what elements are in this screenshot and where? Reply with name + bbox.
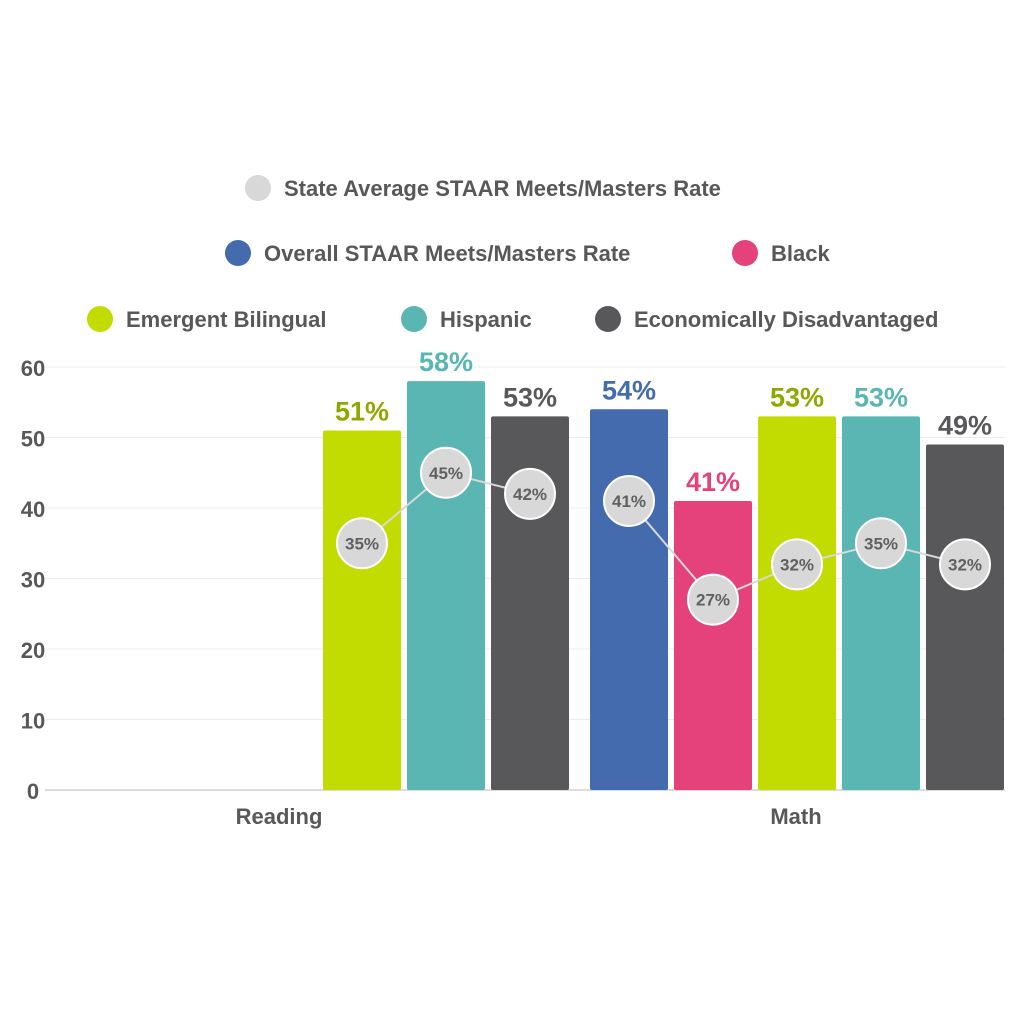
x-tick-label: Math bbox=[770, 804, 821, 829]
legend-swatch-icon bbox=[595, 306, 621, 332]
bar bbox=[926, 444, 1004, 790]
legend-item: State Average STAAR Meets/Masters Rate bbox=[245, 175, 721, 201]
legend-swatch-icon bbox=[732, 240, 758, 266]
legend-item: Economically Disadvantaged bbox=[595, 306, 938, 332]
x-tick-label: Reading bbox=[236, 804, 323, 829]
legend-label: State Average STAAR Meets/Masters Rate bbox=[284, 176, 721, 201]
bar bbox=[842, 416, 920, 790]
bar-data-label: 58% bbox=[419, 347, 473, 377]
legend-item: Black bbox=[732, 240, 830, 266]
legend-item: Hispanic bbox=[401, 306, 532, 332]
legend-swatch-icon bbox=[225, 240, 251, 266]
state-average-point bbox=[420, 446, 472, 499]
bar-data-label: 53% bbox=[770, 382, 824, 412]
y-tick-label: 60 bbox=[21, 356, 45, 381]
legend-swatch-icon bbox=[245, 175, 271, 201]
legend-label: Emergent Bilingual bbox=[126, 307, 326, 332]
bar-data-label: 53% bbox=[854, 382, 908, 412]
state-average-point bbox=[687, 573, 739, 626]
legend-label: Economically Disadvantaged bbox=[634, 307, 938, 332]
state-average-point bbox=[336, 517, 388, 570]
bar-data-label: 53% bbox=[503, 382, 557, 412]
state-average-label: 35% bbox=[345, 534, 379, 553]
state-average-label: 41% bbox=[612, 492, 646, 511]
y-tick-label: 50 bbox=[21, 427, 45, 452]
state-average-point bbox=[771, 538, 823, 591]
bar bbox=[323, 430, 401, 790]
state-average-point bbox=[603, 474, 655, 527]
y-tick-label: 30 bbox=[21, 568, 45, 593]
legend-label: Black bbox=[771, 241, 830, 266]
bar-data-label: 41% bbox=[686, 467, 740, 497]
bar-data-label: 49% bbox=[938, 411, 992, 441]
state-average-point bbox=[939, 538, 991, 591]
state-average-point bbox=[504, 467, 556, 520]
bar bbox=[674, 500, 752, 790]
legend-item: Overall STAAR Meets/Masters Rate bbox=[225, 240, 630, 266]
y-tick-label: 20 bbox=[21, 638, 45, 663]
bar-data-label: 51% bbox=[335, 396, 389, 426]
state-average-label: 32% bbox=[948, 555, 982, 574]
y-tick-label: 40 bbox=[21, 497, 45, 522]
bar bbox=[758, 416, 836, 790]
legend-swatch-icon bbox=[401, 306, 427, 332]
legend-label: Overall STAAR Meets/Masters Rate bbox=[264, 241, 630, 266]
state-average-label: 32% bbox=[780, 555, 814, 574]
state-average-label: 35% bbox=[864, 534, 898, 553]
bar bbox=[590, 409, 668, 790]
y-tick-label: 10 bbox=[21, 709, 45, 734]
legend-label: Hispanic bbox=[440, 307, 532, 332]
state-average-label: 27% bbox=[696, 591, 730, 610]
legend-item: Emergent Bilingual bbox=[87, 306, 326, 332]
state-average-point bbox=[855, 517, 907, 570]
y-tick-label: 0 bbox=[27, 779, 39, 804]
bar bbox=[407, 381, 485, 790]
state-average-label: 42% bbox=[513, 485, 547, 504]
state-average-label: 45% bbox=[429, 464, 463, 483]
bar-data-label: 54% bbox=[602, 375, 656, 405]
legend-swatch-icon bbox=[87, 306, 113, 332]
